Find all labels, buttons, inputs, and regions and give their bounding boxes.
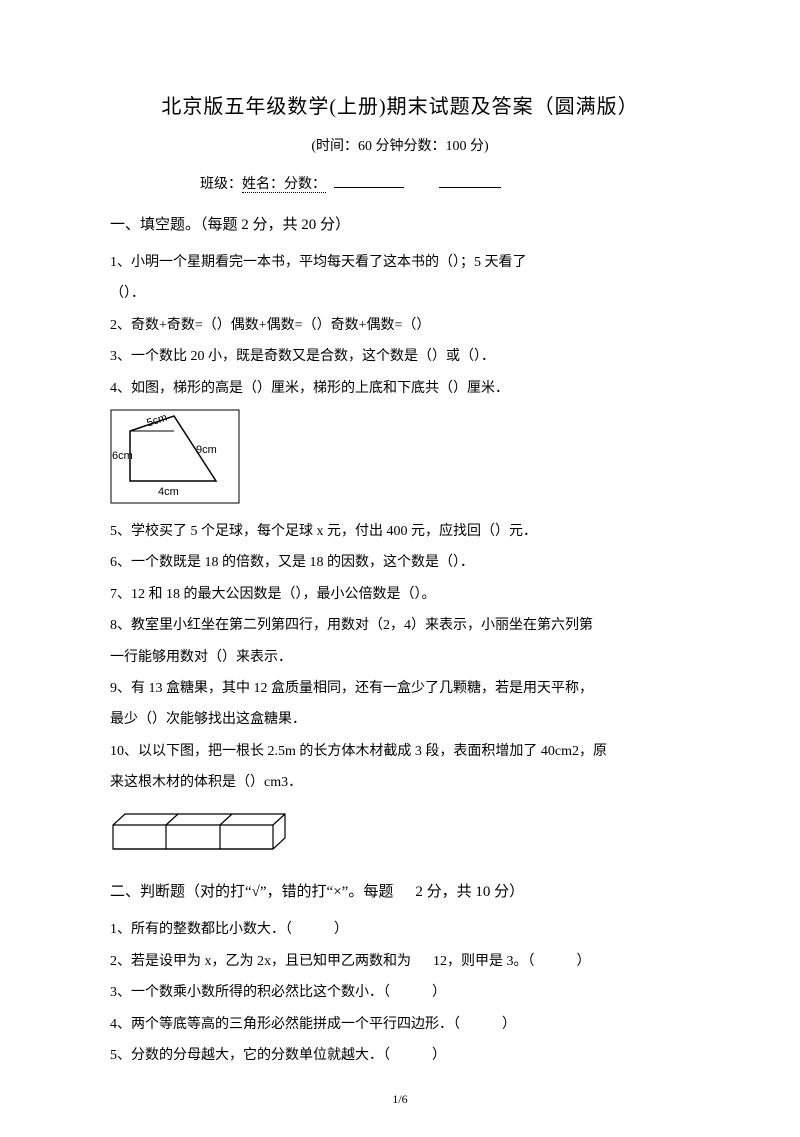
q1-line2: （）． [110,279,690,308]
q10-line1: 10、以以下图，把一根长 2.5m 的长方体木材截成 3 段，表面积增加了 40… [110,737,690,766]
q6: 6、一个数既是 18 的倍数，又是 18 的因数，这个数是（）． [110,548,690,577]
j2: 2、若是设甲为 x，乙为 2x，且已知甲乙两数和为 12，则甲是 3。（ ） [110,947,690,976]
trap-bottom-label: 4cm [158,486,179,498]
section-1-heading: 一、填空题。（每题 2 分，共 20 分） [110,213,690,234]
doc-title: 北京版五年级数学(上册)期末试题及答案（圆满版） [110,90,690,119]
section-2a: 二、判断题（对的打“√”，错的打“×”。每题 [110,884,393,900]
name-label: 姓名：分数： [242,177,326,193]
q1-line1: 1、小明一个星期看完一本书，平均每天看了这本书的（）；5 天看了 [110,248,690,277]
blank-2 [439,187,501,188]
section-2b: 2 分，共 10 分） [415,884,524,900]
j1: 1、所有的整数都比小数大．（ ） [110,915,690,944]
class-label: 班级： [200,177,242,192]
j4: 4、两个等底等高的三角形必然能拼成一个平行四边形．（ ） [110,1010,690,1039]
trap-left-label: 6cm [112,450,133,462]
page-number: 1/6 [110,1092,690,1107]
doc-subtitle: (时间：60 分钟分数：100 分) [110,135,690,155]
q9-line1: 9、有 13 盒糖果，其中 12 盒质量相同，还有一盒少了几颗糖，若是用天平称， [110,674,690,703]
trap-top-label: 5cm [145,412,168,430]
j2a: 2、若是设甲为 x，乙为 2x，且已知甲乙两数和为 [110,954,411,969]
section-2-heading: 二、判断题（对的打“√”，错的打“×”。每题 2 分，共 10 分） [110,880,690,901]
q10-line2: 来这根木材的体积是（）cm3． [110,768,690,797]
cuboid-figure [110,811,690,858]
q7: 7、12 和 18 的最大公因数是（），最小公倍数是（）。 [110,580,690,609]
q5: 5、学校买了 5 个足球，每个足球 x 元，付出 400 元，应找回（）元． [110,517,690,546]
q2: 2、奇数+奇数=（）偶数+偶数=（）奇数+偶数=（） [110,311,690,340]
q8-line2: 一行能够用数对（）来表示． [110,643,690,672]
q9-line2: 最少（）次能够找出这盒糖果． [110,705,690,734]
q8-line1: 8、教室里小红坐在第二列第四行，用数对（2，4）来表示，小丽坐在第六列第 [110,611,690,640]
blank-1 [334,187,404,188]
q3: 3、一个数比 20 小，既是奇数又是合数，这个数是（）或（）． [110,342,690,371]
trap-right-label: 9cm [196,444,217,456]
j5: 5、分数的分母越大，它的分数单位就越大．（ ） [110,1041,690,1070]
form-line: 班级：姓名：分数： [200,173,690,193]
trapezoid-figure: 5cm 6cm 9cm 4cm [110,409,690,509]
j3: 3、一个数乘小数所得的积必然比这个数小．（ ） [110,978,690,1007]
q4: 4、如图，梯形的高是（）厘米，梯形的上底和下底共（）厘米． [110,374,690,403]
j2b: 12，则甲是 3。（ ） [433,954,591,969]
